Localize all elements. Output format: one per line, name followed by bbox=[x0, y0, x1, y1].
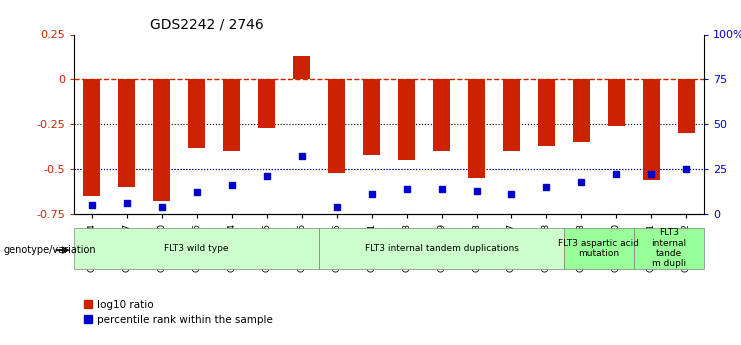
Bar bbox=[223, 79, 240, 151]
Bar bbox=[642, 79, 660, 180]
Bar bbox=[608, 79, 625, 126]
Bar bbox=[678, 79, 695, 133]
Bar bbox=[118, 79, 136, 187]
Text: FLT3 wild type: FLT3 wild type bbox=[165, 244, 229, 253]
Bar bbox=[153, 79, 170, 201]
Bar bbox=[433, 79, 451, 151]
Bar bbox=[538, 79, 555, 146]
Bar bbox=[573, 79, 591, 142]
FancyBboxPatch shape bbox=[319, 228, 564, 269]
Bar bbox=[502, 79, 520, 151]
Text: FLT3
internal
tande
m dupli: FLT3 internal tande m dupli bbox=[651, 228, 686, 268]
Bar bbox=[258, 79, 276, 128]
Bar bbox=[363, 79, 380, 155]
Bar bbox=[83, 79, 100, 196]
Bar bbox=[293, 56, 310, 79]
Bar bbox=[398, 79, 415, 160]
Text: genotype/variation: genotype/variation bbox=[4, 245, 96, 255]
Text: GDS2242 / 2746: GDS2242 / 2746 bbox=[150, 18, 264, 32]
FancyBboxPatch shape bbox=[634, 228, 704, 269]
Bar bbox=[468, 79, 485, 178]
FancyBboxPatch shape bbox=[74, 228, 319, 269]
Bar bbox=[328, 79, 345, 172]
FancyBboxPatch shape bbox=[564, 228, 634, 269]
Bar bbox=[187, 79, 205, 148]
Legend: log10 ratio, percentile rank within the sample: log10 ratio, percentile rank within the … bbox=[79, 295, 277, 329]
Text: FLT3 internal tandem duplications: FLT3 internal tandem duplications bbox=[365, 244, 519, 253]
Text: FLT3 aspartic acid
mutation: FLT3 aspartic acid mutation bbox=[559, 239, 639, 258]
